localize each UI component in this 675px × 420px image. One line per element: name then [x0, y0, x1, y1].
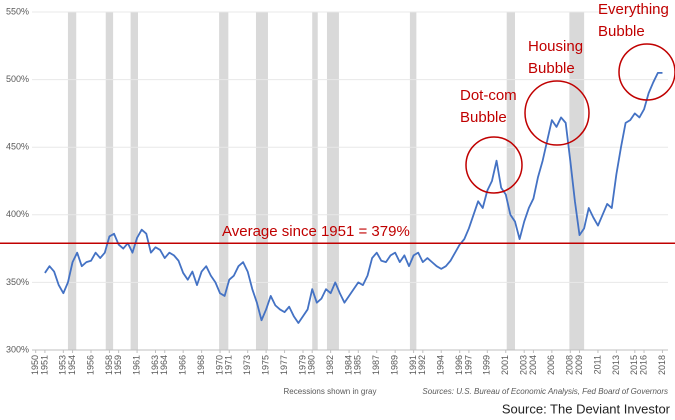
x-tick-label: 1996 — [454, 355, 464, 375]
x-tick-label: 2009 — [574, 355, 584, 375]
x-tick-label: 2004 — [528, 355, 538, 375]
x-tick-label: 1971 — [224, 355, 234, 375]
x-tick-label: 1989 — [390, 355, 400, 375]
x-tick-label: 1984 — [343, 355, 353, 375]
x-tick-label: 1994 — [436, 355, 446, 375]
recession-band — [326, 12, 339, 350]
x-tick-label: 2003 — [519, 355, 529, 375]
x-tick-label: 1992 — [417, 355, 427, 375]
average-label: Average since 1951 = 379% — [222, 223, 410, 240]
x-tick-label: 1973 — [242, 355, 252, 375]
annotation: Dot-com — [460, 87, 517, 104]
annotation: Housing — [528, 38, 583, 55]
x-tick-label: 2008 — [565, 355, 575, 375]
sources: Sources: U.S. Bureau of Economic Analysi… — [422, 387, 668, 396]
recession-band — [569, 12, 585, 350]
annotation: Bubble — [460, 109, 507, 126]
annotation: Bubble — [528, 60, 575, 77]
highlight-circle — [618, 43, 675, 101]
y-tick-label: 400% — [6, 209, 29, 219]
x-tick-label: 1977 — [279, 355, 289, 375]
recession-band — [105, 12, 114, 350]
x-tick-label: 2013 — [611, 355, 621, 375]
x-tick-label: 1982 — [325, 355, 335, 375]
x-tick-label: 2015 — [629, 355, 639, 375]
x-tick-label: 1956 — [85, 355, 95, 375]
x-tick-label: 1963 — [150, 355, 160, 375]
x-tick-label: 1953 — [58, 355, 68, 375]
x-tick-label: 1970 — [214, 355, 224, 375]
y-tick-label: 500% — [6, 74, 29, 84]
recession-band — [67, 12, 77, 350]
x-tick-label: 1959 — [113, 355, 123, 375]
x-tick-label: 2016 — [638, 355, 648, 375]
x-tick-label: 1980 — [307, 355, 317, 375]
credit: Source: The Deviant Investor — [502, 401, 671, 416]
plot-area: 300% 350% 400% 450% 500% 550% 1950 1951 1953 1954… — [0, 6, 675, 375]
y-tick-label: 350% — [6, 277, 29, 287]
x-tick-label: 1985 — [353, 355, 363, 375]
x-tick-label: 1964 — [159, 355, 169, 375]
x-tick-label: 1999 — [482, 355, 492, 375]
recession-band — [312, 12, 318, 350]
annotation: Bubble — [598, 23, 645, 40]
recession-band — [219, 12, 229, 350]
x-tick-label: 1950 — [30, 355, 40, 375]
x-tick-label: 2001 — [500, 355, 510, 375]
recession-band — [255, 12, 268, 350]
y-tick-label: 450% — [6, 142, 29, 152]
annotation: Everything — [598, 1, 669, 18]
recession-band — [506, 12, 515, 350]
x-tick-label: 1997 — [463, 355, 473, 375]
x-tick-label: 1951 — [39, 355, 49, 375]
x-tick-label: 1991 — [408, 355, 418, 375]
x-tick-label: 2011 — [592, 355, 602, 374]
highlight-circle — [465, 136, 523, 194]
x-tick-label: 1979 — [297, 355, 307, 375]
x-tick-label: 1954 — [67, 355, 77, 375]
x-tick-label: 1968 — [196, 355, 206, 375]
data-line — [44, 71, 663, 324]
recession-band — [130, 12, 138, 350]
recession-band — [409, 12, 417, 350]
x-tick-label: 1987 — [371, 355, 381, 375]
x-tick-label: 1958 — [104, 355, 114, 375]
x-tick-label: 2018 — [657, 355, 667, 375]
x-tick-label: 2006 — [546, 355, 556, 375]
y-tick-label: 300% — [6, 344, 29, 354]
y-tick-label: 550% — [6, 6, 29, 16]
note: Recessions shown in gray — [284, 387, 377, 396]
x-tick-label: 1961 — [131, 355, 141, 375]
x-tick-label: 1966 — [178, 355, 188, 375]
highlight-circle — [524, 80, 590, 146]
x-tick-label: 1975 — [260, 355, 270, 375]
